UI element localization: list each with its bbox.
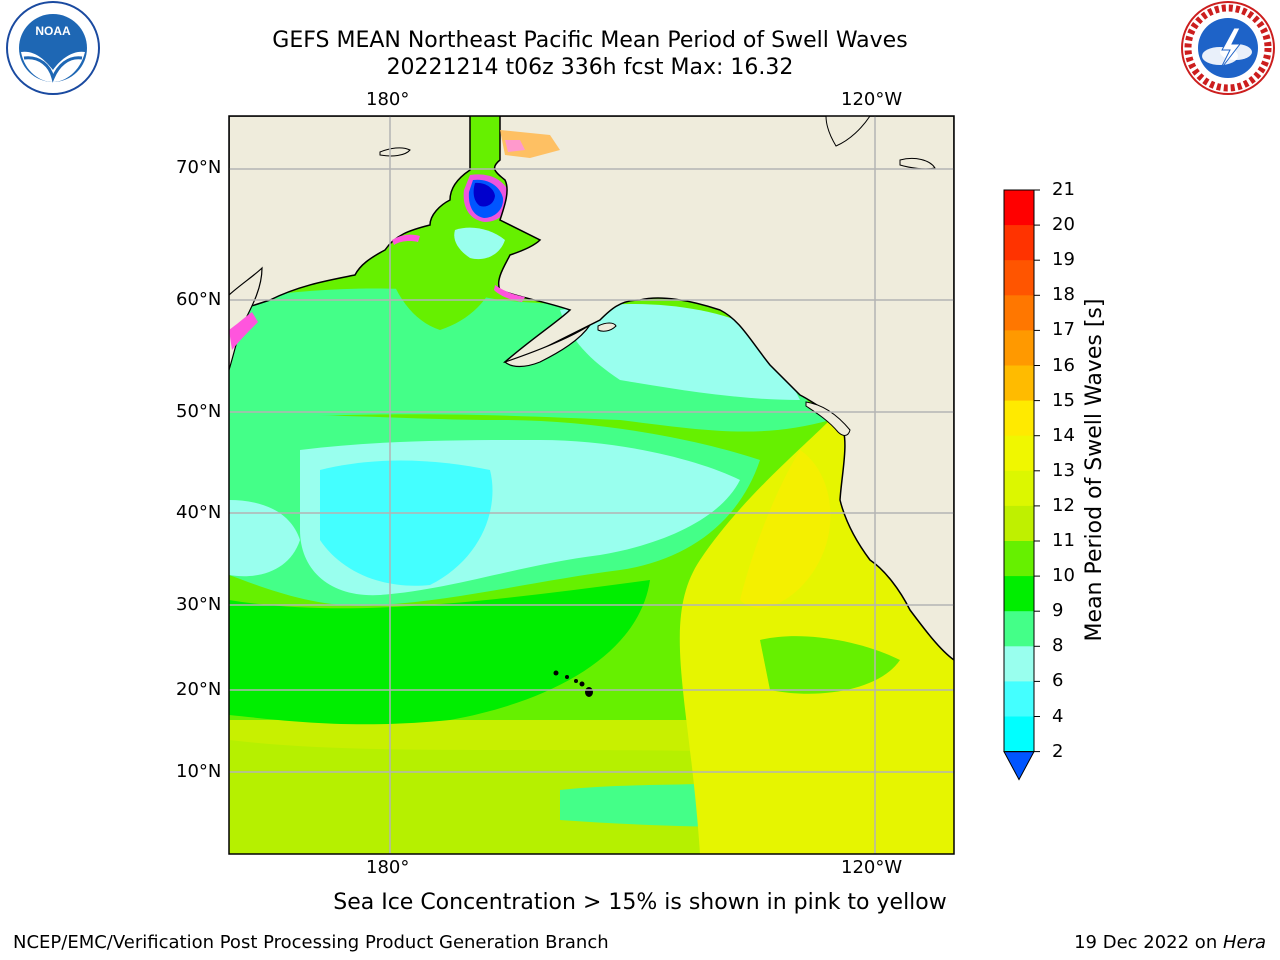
lat-label-60n: 60°N — [176, 289, 222, 310]
colorbar-segment — [1004, 646, 1034, 682]
chart-subtitle: 20221214 t06z 336h fcst Max: 16.32 — [386, 55, 794, 80]
noaa-logo: NOAA — [6, 1, 100, 95]
colorbar-tick-label: 9 — [1052, 600, 1064, 622]
colorbar-tick-label: 14 — [1052, 424, 1075, 446]
footer-credit: NCEP/EMC/Verification Post Processing Pr… — [13, 932, 609, 953]
colorbar-tick-label: 21 — [1052, 179, 1075, 200]
noaa-logo-text: NOAA — [35, 24, 71, 38]
colorbar-tick-label: 8 — [1052, 635, 1064, 657]
colorbar-tick-label: 18 — [1052, 284, 1075, 306]
colorbar-title: Mean Period of Swell Waves [s] — [1082, 298, 1107, 642]
chart-title: GEFS MEAN Northeast Pacific Mean Period … — [272, 28, 908, 53]
green-band-subtropics — [229, 580, 650, 725]
colorbar-segment — [1004, 435, 1034, 472]
colorbar-under-arrow — [1003, 751, 1035, 781]
lat-label-20n: 20°N — [176, 679, 222, 700]
map-area — [229, 116, 954, 854]
footer-date-text: 19 Dec 2022 on — [1074, 932, 1223, 953]
colorbar-tick-label: 11 — [1052, 530, 1075, 551]
north-america-land — [493, 116, 954, 661]
colorbar-tick-label: 10 — [1052, 565, 1075, 587]
midlat-cyan — [320, 460, 493, 586]
lon-label-bottom-120w: 120°W — [841, 857, 903, 878]
colorbar-tick-label: 6 — [1052, 670, 1064, 692]
lat-label-40n: 40°N — [176, 502, 222, 523]
bering-green — [380, 234, 500, 330]
colorbar-segment — [1004, 611, 1034, 647]
lon-label-top-180: 180° — [366, 89, 410, 110]
lat-label-10n: 10°N — [176, 761, 222, 782]
footer-host: Hera — [1222, 932, 1266, 953]
colorbar-segment — [1004, 190, 1034, 226]
colorbar-tick-label: 16 — [1052, 354, 1075, 376]
colorbar-segment — [1004, 470, 1034, 507]
colorbar-segment — [1004, 330, 1034, 366]
colorbar-segment — [1004, 400, 1034, 437]
gridlines — [229, 116, 954, 854]
colorbar-segment — [1004, 681, 1034, 717]
colorbar-segment — [1004, 541, 1034, 577]
lat-label-30n: 30°N — [176, 594, 222, 615]
gulf-alaska-cyan — [560, 304, 800, 400]
colorbar-tick-label: 20 — [1052, 214, 1075, 236]
colorbar-tick-label: 17 — [1052, 319, 1075, 341]
lat-label-50n: 50°N — [176, 401, 222, 422]
lat-label-70n: 70°N — [176, 157, 222, 178]
colorbar-segment — [1004, 576, 1034, 612]
colorbar-tick-label: 2 — [1052, 740, 1064, 762]
colorbar-segment — [1004, 260, 1034, 296]
colorbar-tick-label: 15 — [1052, 389, 1075, 411]
colorbar-segment — [1004, 225, 1034, 261]
colorbar-segment — [1004, 505, 1034, 542]
lon-label-top-120w: 120°W — [841, 89, 903, 110]
colorbar — [1003, 189, 1040, 781]
colorbar-segment — [1004, 716, 1034, 753]
colorbar-tick-label: 19 — [1052, 249, 1075, 271]
sea-ice-caption: Sea Ice Concentration > 15% is shown in … — [333, 890, 947, 915]
lon-label-bottom-180: 180° — [366, 857, 410, 878]
colorbar-segment — [1004, 365, 1034, 402]
colorbar-tick-label: 12 — [1052, 494, 1075, 516]
nws-logo — [1181, 1, 1275, 95]
colorbar-tick-label: 4 — [1052, 705, 1064, 727]
colorbar-tick-label: 13 — [1052, 459, 1075, 481]
footer-date: 19 Dec 2022 on Hera — [1074, 932, 1266, 953]
colorbar-segment — [1004, 295, 1034, 331]
map-frame — [228, 115, 955, 855]
